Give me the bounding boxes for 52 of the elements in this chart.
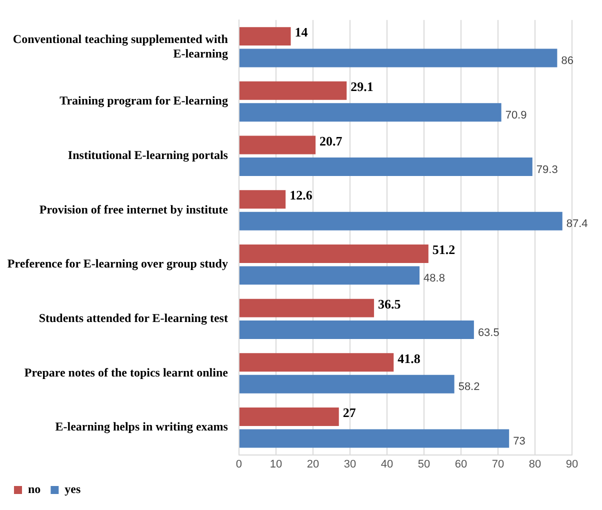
x-tick-label: 50 <box>418 458 430 470</box>
bar <box>239 266 420 285</box>
bar <box>239 298 374 318</box>
legend-label: no <box>28 482 41 496</box>
x-tick-label: 10 <box>270 458 282 470</box>
data-label: 70.9 <box>505 109 527 122</box>
bar <box>239 136 316 154</box>
data-label: 41.8 <box>398 350 421 366</box>
x-tick-label: 90 <box>566 458 578 470</box>
bar <box>239 27 291 46</box>
data-label: 73 <box>513 436 526 448</box>
x-tick-label: 0 <box>236 458 242 470</box>
data-label: 29.1 <box>350 79 374 94</box>
bar <box>239 158 532 176</box>
bar <box>239 320 474 340</box>
data-label: 48.8 <box>424 272 445 284</box>
data-label: 79.3 <box>536 164 558 176</box>
x-tick-label: 60 <box>454 458 468 470</box>
bar <box>239 103 502 122</box>
data-label: 87.4 <box>566 218 588 230</box>
bar <box>239 244 428 263</box>
data-label: 20.7 <box>320 133 343 148</box>
y-tick-label: Students attended for E-learning test <box>38 311 228 326</box>
legend-label: yes <box>64 482 81 496</box>
bar <box>239 353 394 372</box>
data-label: 14 <box>294 24 308 40</box>
x-tick-label: 20 <box>306 458 320 470</box>
bar <box>239 190 286 209</box>
bar <box>239 408 339 426</box>
y-tick-label: E-learning helps in writing exams <box>55 420 228 434</box>
y-tick-label: Prepare notes of the topics learnt online <box>24 365 229 380</box>
data-label: 86 <box>561 55 574 68</box>
data-label: 63.5 <box>478 326 500 339</box>
y-tick-label: Preference for E-learning over group study <box>7 256 228 271</box>
y-tick-label: Provision of free internet by institute <box>39 202 229 216</box>
data-label: 51.2 <box>432 242 456 258</box>
x-tick-label: 40 <box>380 458 394 470</box>
bar <box>239 429 510 448</box>
y-tick-label: Conventional teaching supplemented with E-learning <box>12 32 228 60</box>
bar <box>239 48 558 68</box>
bar <box>239 374 454 394</box>
y-tick-label: Institutional E-learning portals <box>68 148 228 162</box>
x-tick-label: 30 <box>344 458 356 470</box>
bar <box>239 212 562 230</box>
x-tick-label: 80 <box>528 458 542 470</box>
data-label: 27 <box>342 405 356 420</box>
data-label: 36.5 <box>378 296 402 312</box>
bar <box>239 81 347 100</box>
x-tick-label: 70 <box>492 458 504 470</box>
data-label: 58.2 <box>458 381 480 394</box>
y-tick-label: Training program for E-learning <box>60 94 228 108</box>
data-label: 12.6 <box>290 188 313 203</box>
